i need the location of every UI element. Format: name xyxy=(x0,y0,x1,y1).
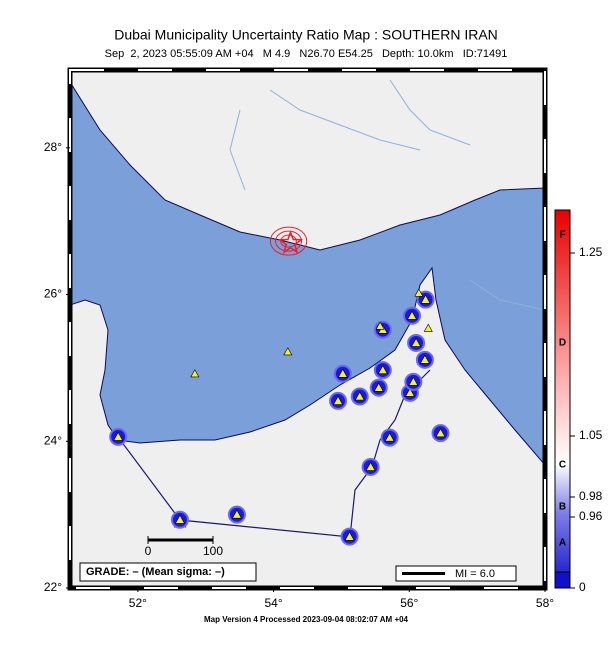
station-triangle-small xyxy=(190,369,200,378)
grade-letter: A xyxy=(559,538,566,549)
station-triangle xyxy=(174,514,185,524)
frame-pattern xyxy=(69,69,546,589)
station-triangle xyxy=(419,354,430,364)
contour xyxy=(275,230,303,252)
y-tick-label: 28° xyxy=(44,140,62,154)
title: Dubai Municipality Uncertainty Ratio Map… xyxy=(114,27,498,43)
station-triangle xyxy=(344,531,355,541)
station-triangle xyxy=(404,387,415,397)
y-tick-label: 24° xyxy=(44,433,62,447)
mi-box xyxy=(395,565,517,582)
station-triangle xyxy=(333,395,344,405)
colorbar-base xyxy=(554,571,571,589)
x-tick-label: 52° xyxy=(129,596,147,610)
y-tick-label: 22° xyxy=(44,580,62,594)
station-triangle xyxy=(411,337,422,347)
station-triangle xyxy=(384,432,395,442)
station-triangle xyxy=(354,391,365,401)
station-triangle-small xyxy=(375,321,385,330)
grade-letter: B xyxy=(559,502,566,513)
water xyxy=(70,81,545,466)
grade-text: GRADE: – (Mean sigma: –) xyxy=(86,566,225,578)
station-triangle-small xyxy=(283,347,293,356)
station-triangle xyxy=(408,376,419,386)
station-triangle xyxy=(373,382,384,392)
epicenter xyxy=(277,230,304,254)
station-triangle-small xyxy=(423,323,433,332)
grade-letter: D xyxy=(559,338,566,349)
x-tick-label: 58° xyxy=(536,596,554,610)
contour xyxy=(269,226,308,256)
station-triangle xyxy=(337,368,348,378)
station-triangle-small xyxy=(414,288,424,297)
station-triangle xyxy=(231,509,242,519)
scale-label: 0 xyxy=(145,544,152,558)
station-triangle xyxy=(435,428,446,438)
scale-label: 100 xyxy=(203,544,223,558)
subtitle: Sep 2, 2023 05:55:09 AM +04 M 4.9 N26.70… xyxy=(105,48,508,60)
x-tick-label: 54° xyxy=(264,596,282,610)
station-triangle xyxy=(406,310,418,320)
mi-text: MI = 6.0 xyxy=(455,568,495,580)
colorbar-tick-label: 0.98 xyxy=(579,489,603,503)
station-triangle xyxy=(113,431,124,441)
markers xyxy=(109,226,450,546)
footer: Map Version 4 Processed 2023-09-04 08:02… xyxy=(204,615,409,624)
map-area: 0 100 km GRADE: – (Mean sigma: –) MI = 6… xyxy=(70,70,545,588)
colorbar-tick-label: 0.96 xyxy=(579,509,603,523)
colorbar-tick-label: 1.05 xyxy=(579,428,603,442)
colorbar-tick-label: 1.25 xyxy=(579,245,603,259)
y-tick-label: 26° xyxy=(44,287,62,301)
grade-letter: C xyxy=(559,460,566,471)
grade-letter: F xyxy=(559,230,565,241)
colorbar xyxy=(554,209,571,589)
colorbar-tick-label: 0 xyxy=(579,580,586,594)
rivers xyxy=(229,79,545,311)
grade-box xyxy=(79,562,257,582)
station-triangle xyxy=(377,364,388,374)
station-triangle xyxy=(420,294,431,304)
station-triangle xyxy=(365,461,376,471)
x-tick-label: 56° xyxy=(400,596,418,610)
